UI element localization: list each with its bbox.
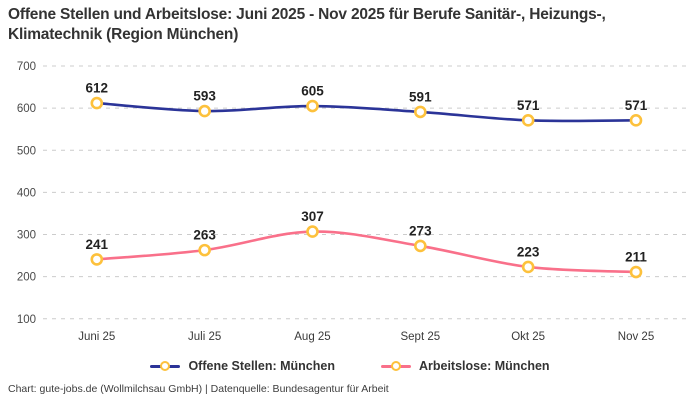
data-point-label-arbeitslose: 307 xyxy=(301,209,324,224)
x-tick-label: Okt 25 xyxy=(511,331,545,343)
y-tick-label: 600 xyxy=(17,103,36,115)
data-point-label-offene-stellen: 612 xyxy=(86,81,109,96)
x-tick-label: Sept 25 xyxy=(400,331,440,343)
y-tick-label: 500 xyxy=(17,145,36,157)
data-point-label-offene-stellen: 571 xyxy=(517,98,540,113)
series-line-offene-stellen xyxy=(95,101,638,123)
data-point-marker-offene-stellen[interactable] xyxy=(521,114,535,127)
x-tick-label: Juli 25 xyxy=(188,331,221,343)
data-point-marker-arbeitslose[interactable] xyxy=(306,225,319,238)
data-point-label-offene-stellen: 605 xyxy=(301,84,324,99)
series-line-arbeitslose xyxy=(95,230,638,274)
data-point-label-arbeitslose: 211 xyxy=(625,250,647,265)
data-point-label-arbeitslose: 273 xyxy=(409,223,432,238)
legend-label-offene-stellen: Offene Stellen: München xyxy=(188,359,335,373)
x-tick-label: Juni 25 xyxy=(78,331,115,343)
y-tick-label: 400 xyxy=(17,187,36,199)
legend-swatch-pink-icon xyxy=(380,360,411,372)
legend-item-offene-stellen[interactable]: Offene Stellen: München xyxy=(150,359,335,373)
chart-legend: Offene Stellen: München Arbeitslose: Mün… xyxy=(0,355,700,377)
y-tick-label: 100 xyxy=(17,314,36,326)
data-point-marker-arbeitslose[interactable] xyxy=(198,243,211,257)
data-point-label-arbeitslose: 241 xyxy=(86,237,109,252)
data-point-marker-offene-stellen[interactable] xyxy=(414,105,427,119)
data-point-label-offene-stellen: 591 xyxy=(409,89,432,104)
data-point-marker-arbeitslose[interactable] xyxy=(90,253,104,266)
legend-swatch-blue-icon xyxy=(150,360,181,372)
chart-title: Offene Stellen und Arbeitslose: Juni 202… xyxy=(8,6,606,43)
x-tick-label: Nov 25 xyxy=(618,331,654,343)
legend-label-arbeitslose: Arbeitslose: München xyxy=(418,359,550,373)
data-point-label-offene-stellen: 571 xyxy=(625,98,648,113)
data-point-marker-offene-stellen[interactable] xyxy=(629,114,643,127)
data-point-label-offene-stellen: 593 xyxy=(193,89,216,104)
legend-item-arbeitslose[interactable]: Arbeitslose: München xyxy=(380,359,550,373)
data-point-label-arbeitslose: 223 xyxy=(517,244,540,259)
x-tick-label: Aug 25 xyxy=(294,331,330,343)
y-tick-label: 700 xyxy=(17,61,36,73)
y-tick-label: 300 xyxy=(17,230,36,242)
data-point-marker-offene-stellen[interactable] xyxy=(306,99,319,113)
data-point-marker-offene-stellen[interactable] xyxy=(198,104,211,118)
y-tick-label: 200 xyxy=(17,272,36,284)
data-point-marker-arbeitslose[interactable] xyxy=(414,239,427,253)
chart-source-caption: Chart: gute-jobs.de (Wollmilchsau GmbH) … xyxy=(8,383,389,395)
data-point-label-arbeitslose: 263 xyxy=(193,228,216,243)
data-point-marker-arbeitslose[interactable] xyxy=(629,265,643,279)
data-point-marker-arbeitslose[interactable] xyxy=(521,260,535,274)
data-point-marker-offene-stellen[interactable] xyxy=(90,96,104,110)
line-chart: 700 600 500 400 300 200 100 Juni 25 Juli 25 Aug 2… xyxy=(17,61,688,343)
